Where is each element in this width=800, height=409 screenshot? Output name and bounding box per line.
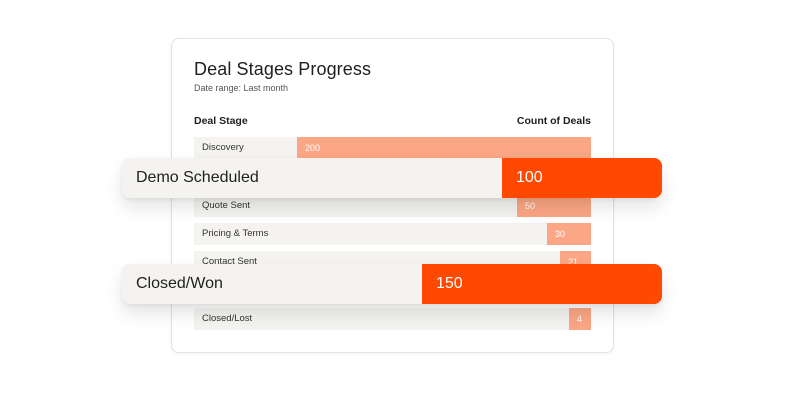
card-title: Deal Stages Progress	[194, 59, 372, 79]
stage-value: 200	[305, 143, 321, 153]
stage-row-pricing-terms: Pricing & Terms 30	[194, 223, 591, 245]
stage-label: Pricing & Terms	[202, 228, 269, 239]
stage-bar: 30	[547, 223, 591, 245]
stage-label: Quote Sent	[202, 200, 251, 211]
stage-row-discovery: Discovery 200	[194, 137, 591, 159]
stage-label: Contact Sent	[202, 256, 257, 267]
highlight-value: 150	[436, 275, 463, 292]
column-header-deal-stage: Deal Stage	[194, 115, 248, 127]
column-header-count: Count of Deals	[516, 115, 591, 127]
stage-value: 4	[577, 314, 583, 324]
highlight-bar: 150	[422, 264, 662, 304]
date-range-label: Date range: Last month	[194, 83, 289, 93]
highlight-value: 100	[516, 169, 543, 186]
stage-label: Closed/Lost	[202, 313, 253, 324]
stage-bar: 4	[569, 308, 591, 330]
highlight-bar: 100	[502, 158, 662, 198]
stage-value: 21	[568, 257, 579, 267]
stage-row-closed-lost: Closed/Lost 4	[194, 308, 591, 330]
stage-bar: 200	[297, 137, 591, 159]
stage-row-quote-sent: Quote Sent 50	[194, 195, 591, 217]
highlight-label: Closed/Won	[136, 275, 223, 292]
highlight-row-closed-won: Closed/Won 150	[122, 264, 662, 304]
highlight-label: Demo Scheduled	[136, 169, 259, 186]
stage-bar: 50	[517, 195, 591, 217]
stage-label: Discovery	[202, 142, 244, 153]
stage-value: 30	[555, 229, 566, 239]
stage-value: 50	[525, 201, 536, 211]
highlight-row-demo-scheduled: Demo Scheduled 100	[122, 158, 662, 198]
